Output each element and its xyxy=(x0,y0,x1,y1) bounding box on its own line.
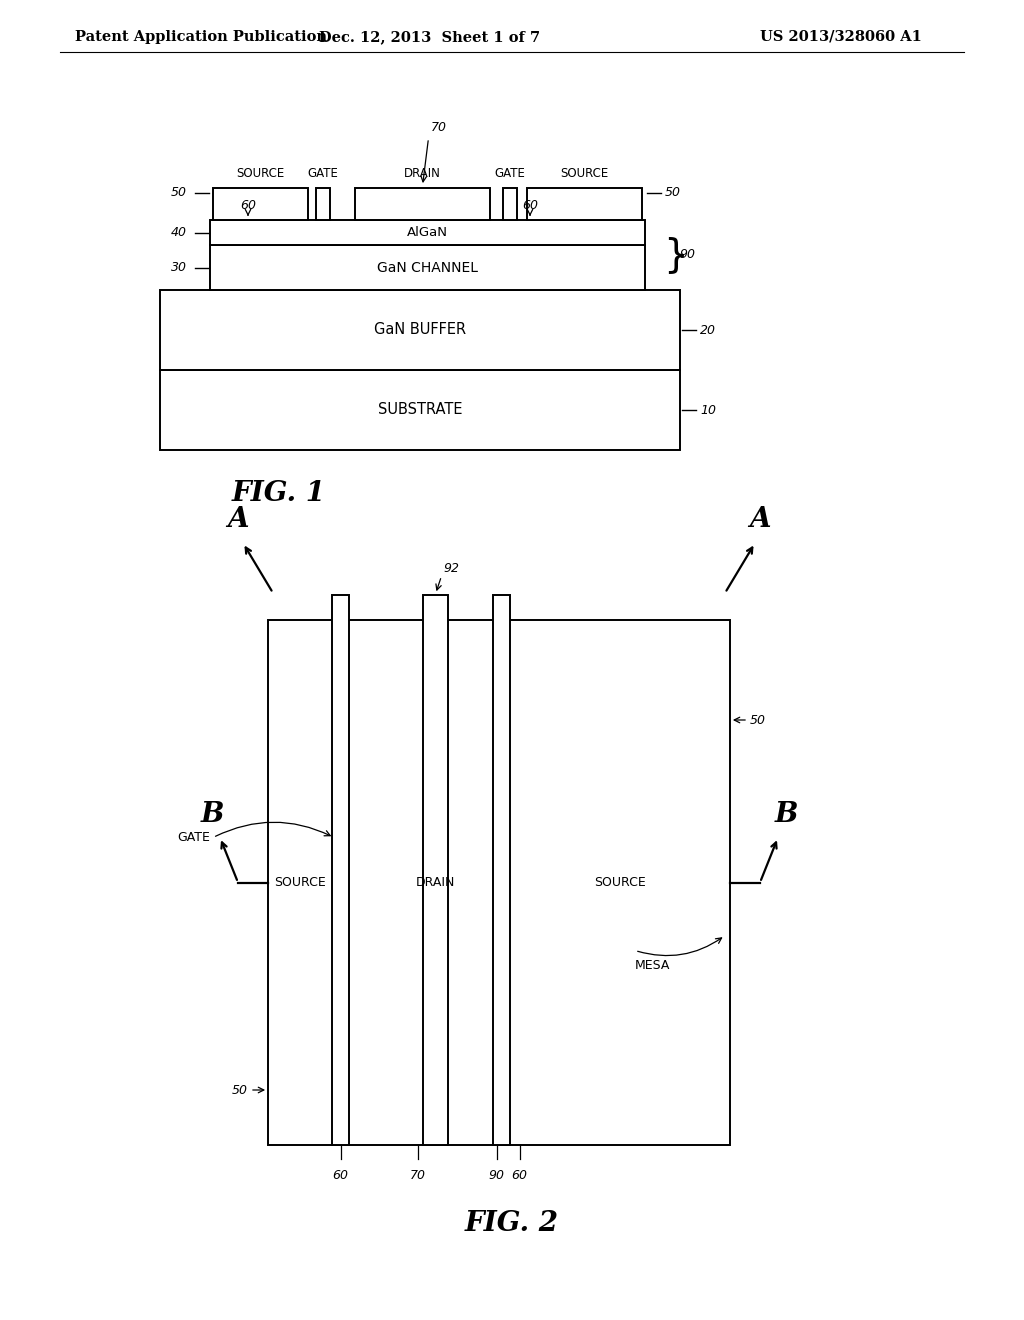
Text: Patent Application Publication: Patent Application Publication xyxy=(75,30,327,44)
Bar xyxy=(493,595,510,1144)
Text: A: A xyxy=(750,506,771,533)
Bar xyxy=(503,187,517,220)
Bar xyxy=(210,220,645,246)
Text: B: B xyxy=(201,800,224,828)
Text: SOURCE: SOURCE xyxy=(237,168,285,180)
Bar xyxy=(268,620,730,1144)
Text: 60: 60 xyxy=(333,1170,348,1181)
Text: GaN BUFFER: GaN BUFFER xyxy=(374,322,466,338)
Text: 50: 50 xyxy=(750,714,766,726)
Bar xyxy=(213,187,308,220)
Text: 90: 90 xyxy=(679,248,695,261)
Text: 50: 50 xyxy=(665,186,681,199)
Text: 60: 60 xyxy=(240,199,256,213)
Text: 60: 60 xyxy=(512,1170,527,1181)
Text: SUBSTRATE: SUBSTRATE xyxy=(378,403,462,417)
Text: SOURCE: SOURCE xyxy=(560,168,608,180)
Text: FIG. 2: FIG. 2 xyxy=(465,1210,559,1237)
Text: 20: 20 xyxy=(700,323,716,337)
Text: 50: 50 xyxy=(171,186,187,199)
Text: 92: 92 xyxy=(443,562,460,576)
Text: US 2013/328060 A1: US 2013/328060 A1 xyxy=(760,30,922,44)
Text: MESA: MESA xyxy=(635,960,671,972)
Text: SOURCE: SOURCE xyxy=(274,876,326,888)
Text: 40: 40 xyxy=(171,226,187,239)
Text: GATE: GATE xyxy=(495,168,525,180)
Text: DRAIN: DRAIN xyxy=(416,876,456,888)
Bar xyxy=(160,370,680,450)
Text: FIG. 1: FIG. 1 xyxy=(232,480,326,507)
Text: 30: 30 xyxy=(171,261,187,275)
Text: 50: 50 xyxy=(232,1084,248,1097)
Text: 10: 10 xyxy=(700,404,716,417)
Bar xyxy=(210,246,645,290)
Bar xyxy=(332,595,349,1144)
Text: GaN CHANNEL: GaN CHANNEL xyxy=(377,260,478,275)
Text: GATE: GATE xyxy=(177,832,210,843)
Bar xyxy=(355,187,490,220)
Text: 70: 70 xyxy=(410,1170,426,1181)
Bar xyxy=(423,595,449,1144)
Text: SOURCE: SOURCE xyxy=(594,876,646,888)
Bar xyxy=(316,187,330,220)
Text: }: } xyxy=(663,236,688,275)
Text: 60: 60 xyxy=(522,199,538,213)
Text: GATE: GATE xyxy=(307,168,339,180)
Text: AlGaN: AlGaN xyxy=(407,226,449,239)
Text: 70: 70 xyxy=(430,121,446,135)
Text: B: B xyxy=(774,800,798,828)
Text: DRAIN: DRAIN xyxy=(404,168,441,180)
Bar xyxy=(527,187,642,220)
Text: Dec. 12, 2013  Sheet 1 of 7: Dec. 12, 2013 Sheet 1 of 7 xyxy=(319,30,541,44)
Text: A: A xyxy=(227,506,249,533)
Text: 90: 90 xyxy=(488,1170,505,1181)
Bar xyxy=(160,290,680,370)
